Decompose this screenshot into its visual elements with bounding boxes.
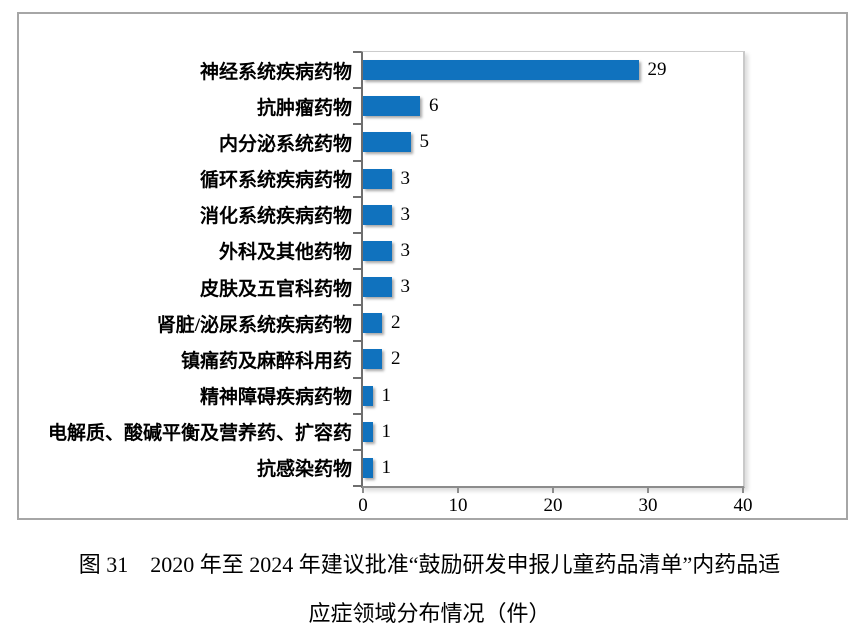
chart-row-2: 5 xyxy=(363,124,743,160)
bar-value-label-2: 5 xyxy=(419,131,430,153)
chart-row-11: 1 xyxy=(363,450,743,486)
chart-row-6: 3 xyxy=(363,269,743,305)
bar-6 xyxy=(363,277,392,298)
chart-row-5: 3 xyxy=(363,233,743,269)
bar-value-label-5: 3 xyxy=(400,239,411,261)
x-axis-tick-label-3: 30 xyxy=(638,495,658,516)
category-tick-3 xyxy=(353,160,361,162)
x-axis-tick-1 xyxy=(457,486,459,493)
bar-9 xyxy=(363,385,373,406)
bar-rows: 29 6 5 3 3 3 3 2 2 1 1 1 xyxy=(363,52,743,486)
category-tick-6 xyxy=(353,268,361,270)
bar-value-label-11: 1 xyxy=(381,456,392,478)
category-label-1: 抗肿瘤药物 xyxy=(256,97,352,119)
category-label-11: 抗感染药物 xyxy=(256,459,352,481)
category-tick-12 xyxy=(353,485,361,487)
bar-value-label-10: 1 xyxy=(381,420,392,442)
category-tick-5 xyxy=(353,232,361,234)
bar-value-label-7: 2 xyxy=(391,312,401,334)
chart-row-8: 2 xyxy=(363,341,743,377)
bar-value-label-1: 6 xyxy=(429,95,439,117)
x-axis-tick-label-1: 10 xyxy=(448,495,468,516)
category-label-10: 电解质、酸碱平衡及营养药、扩容药 xyxy=(47,423,352,445)
figure-caption-line2: 应症领域分布情况（件） xyxy=(308,601,551,626)
chart-row-9: 1 xyxy=(363,378,743,414)
chart-row-7: 2 xyxy=(363,305,743,341)
category-label-3: 循环系统疾病药物 xyxy=(199,170,352,192)
bar-value-label-0: 29 xyxy=(647,59,667,81)
bar-0 xyxy=(363,60,639,81)
bar-8 xyxy=(363,349,382,370)
category-tick-11 xyxy=(353,449,361,451)
chart-row-0: 29 xyxy=(363,52,743,88)
bar-value-label-4: 3 xyxy=(400,203,411,225)
category-tick-2 xyxy=(353,123,361,125)
category-label-6: 皮肤及五官科药物 xyxy=(199,278,352,300)
chart-row-10: 1 xyxy=(363,414,743,450)
bar-7 xyxy=(363,313,382,334)
category-tick-9 xyxy=(353,377,361,379)
category-tick-10 xyxy=(353,413,361,415)
bar-value-label-3: 3 xyxy=(400,167,411,189)
category-tick-4 xyxy=(353,196,361,198)
category-label-9: 精神障碍疾病药物 xyxy=(199,387,352,409)
bar-10 xyxy=(363,421,373,442)
plot-area: 29 6 5 3 3 3 3 2 2 1 1 1 xyxy=(361,51,745,488)
bar-value-label-9: 1 xyxy=(381,384,392,406)
x-axis-tick-4 xyxy=(742,486,744,493)
x-axis-tick-0 xyxy=(362,486,364,493)
category-label-0: 神经系统疾病药物 xyxy=(199,61,352,83)
category-label-2: 内分泌系统药物 xyxy=(218,133,352,155)
x-axis-tick-label-4: 40 xyxy=(733,495,753,516)
bar-11 xyxy=(363,457,373,478)
x-axis-tick-label-0: 0 xyxy=(358,495,368,516)
chart-row-1: 6 xyxy=(363,88,743,124)
x-axis-tick-2 xyxy=(552,486,554,493)
x-axis-tick-label-2: 20 xyxy=(543,495,563,516)
bar-1 xyxy=(363,96,420,117)
bar-4 xyxy=(363,204,392,225)
category-tick-7 xyxy=(353,304,361,306)
chart-row-4: 3 xyxy=(363,197,743,233)
category-axis-labels: 神经系统疾病药物抗肿瘤药物内分泌系统药物循环系统疾病药物 消化系统疾病药物外科及其… xyxy=(30,52,352,486)
bar-5 xyxy=(363,240,392,261)
chart-row-3: 3 xyxy=(363,161,743,197)
bar-3 xyxy=(363,168,392,189)
bar-2 xyxy=(363,132,411,153)
bar-value-label-6: 3 xyxy=(400,276,411,298)
category-tick-1 xyxy=(353,87,361,89)
category-tick-0 xyxy=(353,51,361,53)
bar-value-label-8: 2 xyxy=(391,348,401,370)
category-label-4: 消化系统疾病药物 xyxy=(199,206,352,228)
category-label-8: 镇痛药及麻醉科用药 xyxy=(180,350,352,372)
category-label-5: 外科及其他药物 xyxy=(218,242,352,264)
category-tick-8 xyxy=(353,340,361,342)
figure-caption-line1: 图 31 2020 年至 2024 年建议批准“鼓励研发申报儿童药品清单”内药品… xyxy=(78,552,781,577)
category-label-7: 肾脏/泌尿系统疾病药物 xyxy=(156,314,352,336)
x-axis-tick-3 xyxy=(647,486,649,493)
